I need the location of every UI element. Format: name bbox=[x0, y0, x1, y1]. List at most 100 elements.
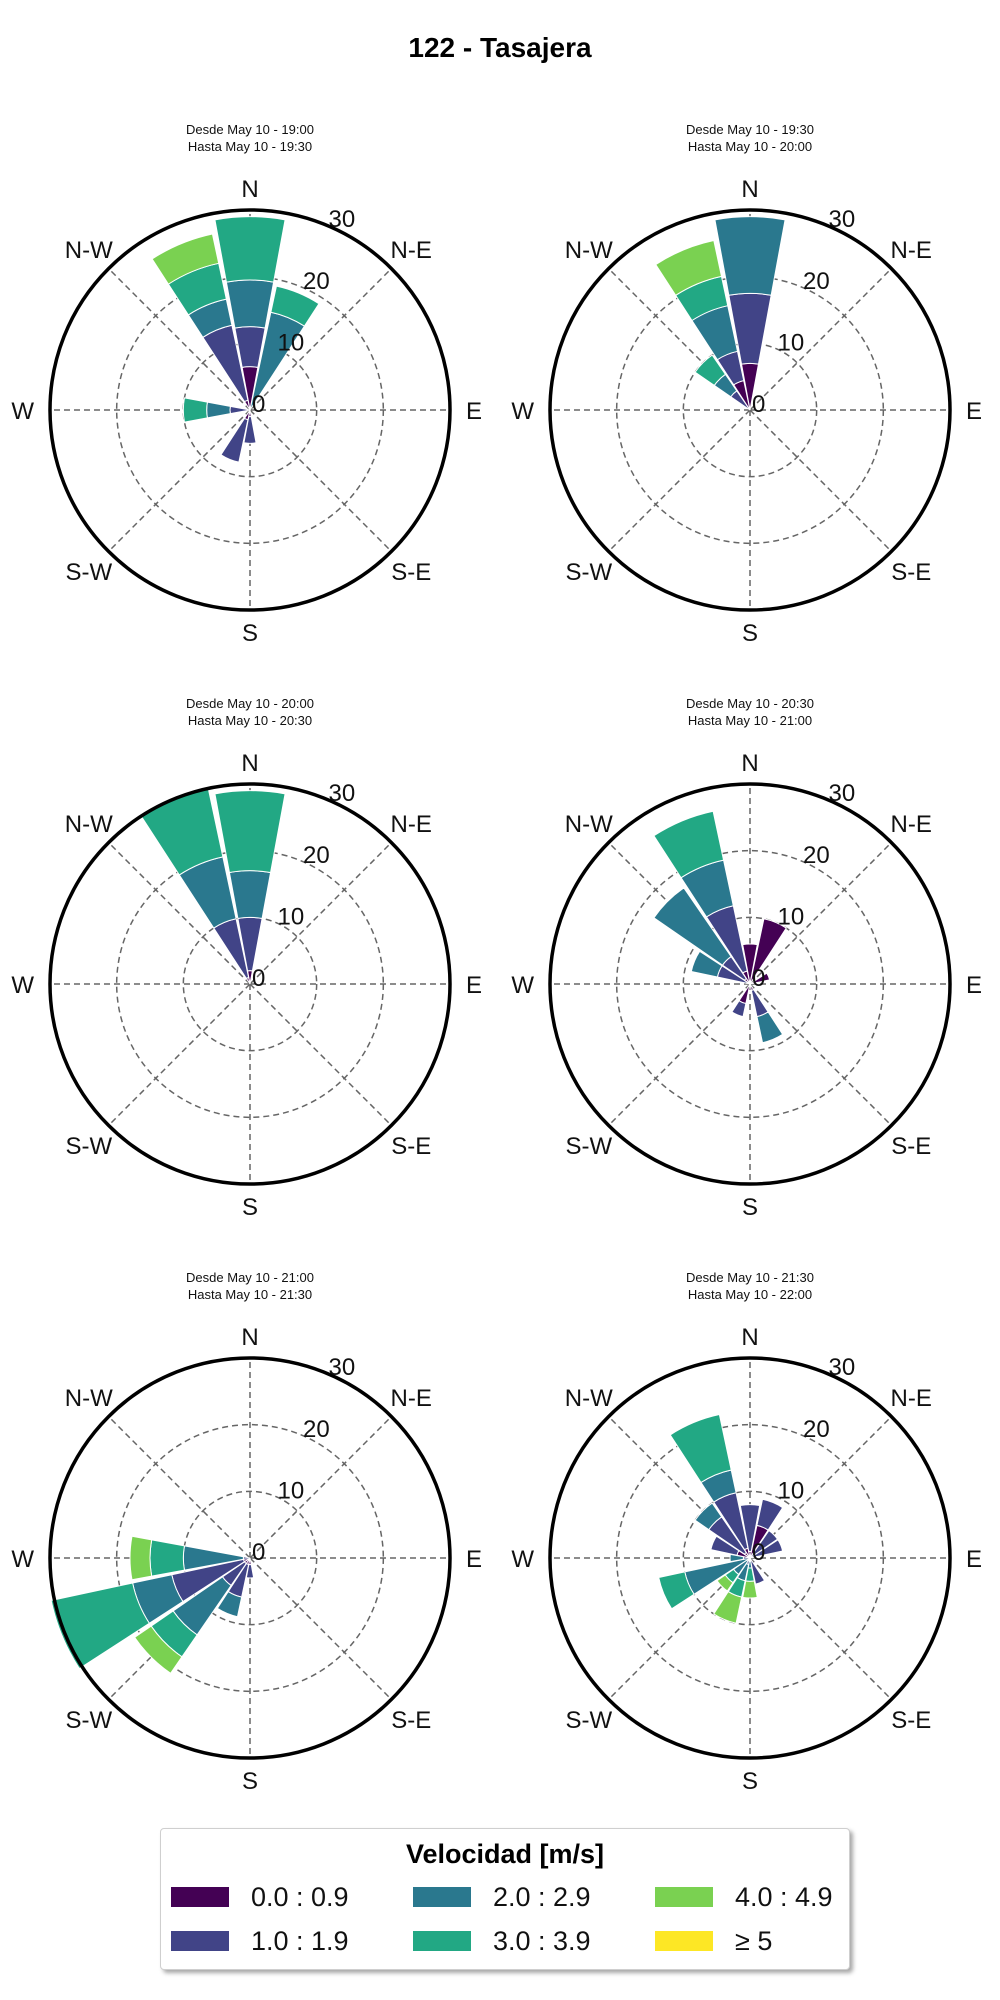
grid-spoke bbox=[608, 983, 751, 1126]
grid-spoke bbox=[108, 983, 251, 1126]
grid-spoke bbox=[249, 842, 392, 985]
wind-sector bbox=[228, 870, 272, 920]
direction-label: N-E bbox=[891, 1385, 932, 1412]
direction-label: E bbox=[966, 972, 982, 999]
wind-sector bbox=[669, 1413, 732, 1484]
windrose-plot: 0 10 20 30 N N-E E S-E S S-W W N-W bbox=[511, 176, 982, 647]
direction-label: E bbox=[966, 398, 982, 425]
direction-label: N-W bbox=[65, 1385, 113, 1412]
panel-subtitle: Hasta May 10 - 21:30 bbox=[187, 1287, 313, 1302]
wind-sector bbox=[739, 1504, 761, 1553]
windrose-panel: Desde May 10 - 21:30 Hasta May 10 - 22:00… bbox=[500, 1148, 1000, 1795]
wind-sector bbox=[742, 1580, 758, 1599]
grid-spoke bbox=[749, 409, 892, 552]
wind-sector bbox=[214, 216, 286, 283]
wind-sector bbox=[716, 1574, 734, 1592]
windrose-panel: Desde May 10 - 20:30 Hasta May 10 - 21:00… bbox=[500, 574, 1000, 1221]
direction-label: S-W bbox=[565, 559, 612, 586]
direction-label: S bbox=[742, 1768, 758, 1795]
wind-sector bbox=[182, 397, 208, 423]
direction-label: S-W bbox=[65, 1133, 112, 1160]
wind-sector bbox=[658, 1571, 695, 1610]
panel-subtitle: Desde May 10 - 19:30 bbox=[686, 122, 814, 137]
radial-tick-label: 0 bbox=[252, 391, 265, 418]
wind-sector bbox=[225, 279, 275, 329]
legend-label: 0.0 : 0.9 bbox=[251, 1881, 349, 1912]
legend-item: 2.0 : 2.9 bbox=[413, 1881, 591, 1913]
windrose-panel: Desde May 10 - 21:00 Hasta May 10 - 21:30… bbox=[0, 1148, 500, 1795]
direction-label: N-E bbox=[391, 811, 432, 838]
panel-subtitle: Hasta May 10 - 19:30 bbox=[187, 139, 313, 154]
direction-label: W bbox=[11, 972, 34, 999]
direction-label: N bbox=[241, 176, 258, 203]
legend-item: 1.0 : 1.9 bbox=[171, 1925, 349, 1957]
outer-ring bbox=[548, 208, 952, 612]
radial-tick-label: 0 bbox=[252, 1539, 265, 1566]
wind-sector bbox=[149, 1539, 186, 1577]
legend-swatch bbox=[413, 1887, 471, 1907]
wind-sector bbox=[714, 216, 786, 296]
wind-sector bbox=[713, 1590, 743, 1624]
legend: Velocidad [m/s] 0.0 : 0.9 1.0 : 1.9 2.0 : … bbox=[160, 1828, 850, 1970]
grid-spoke bbox=[749, 983, 892, 1126]
radial-tick-label: 20 bbox=[803, 842, 830, 869]
direction-label: N-E bbox=[891, 811, 932, 838]
grid-circle bbox=[682, 1490, 818, 1626]
outer-ring bbox=[48, 208, 452, 612]
direction-label: S bbox=[242, 1768, 258, 1795]
radial-tick-label: 0 bbox=[752, 1539, 765, 1566]
outer-ring bbox=[548, 782, 952, 1186]
outer-ring bbox=[48, 782, 452, 1186]
grid-spoke bbox=[108, 268, 251, 411]
direction-label: S bbox=[242, 1194, 258, 1221]
direction-label: N bbox=[241, 750, 258, 777]
panel-subtitle: Hasta May 10 - 20:00 bbox=[687, 139, 813, 154]
wind-sector bbox=[151, 233, 220, 285]
direction-label: W bbox=[11, 398, 34, 425]
direction-label: N bbox=[741, 1324, 758, 1351]
windrose-panel: Desde May 10 - 20:00 Hasta May 10 - 20:30… bbox=[0, 574, 500, 1221]
radial-tick-label: 10 bbox=[778, 1477, 805, 1504]
wind-sector bbox=[50, 1582, 150, 1670]
radial-tick-label: 10 bbox=[278, 329, 305, 356]
wind-sector bbox=[694, 354, 727, 387]
direction-label: S bbox=[242, 620, 258, 647]
grid-spoke bbox=[249, 983, 392, 1126]
grid-spoke bbox=[249, 1557, 392, 1700]
direction-label: S-E bbox=[891, 559, 931, 586]
outer-ring bbox=[48, 1356, 452, 1760]
wind-sector bbox=[270, 285, 320, 327]
direction-label: N-E bbox=[891, 237, 932, 264]
direction-label: N-W bbox=[565, 1385, 613, 1412]
panel-subtitle: Hasta May 10 - 21:00 bbox=[687, 713, 813, 728]
legend-title: Velocidad [m/s] bbox=[405, 1839, 605, 1869]
radial-tick-label: 0 bbox=[752, 965, 765, 992]
direction-label: E bbox=[466, 1546, 482, 1573]
legend-item: 3.0 : 3.9 bbox=[413, 1925, 591, 1957]
radial-tick-label: 0 bbox=[752, 391, 765, 418]
panel-subtitle: Desde May 10 - 20:00 bbox=[186, 696, 314, 711]
legend-label: 4.0 : 4.9 bbox=[735, 1881, 833, 1912]
radial-tick-label: 30 bbox=[329, 206, 356, 233]
wind-sector bbox=[653, 887, 732, 966]
windrose-plot: 0 10 20 30 N N-E E S-E S S-W W N-W bbox=[511, 1324, 982, 1795]
radial-tick-label: 30 bbox=[829, 1354, 856, 1381]
grid-spoke bbox=[749, 842, 892, 985]
grid-circle bbox=[182, 1490, 318, 1626]
wind-sector bbox=[216, 1590, 243, 1618]
panel-subtitle: Hasta May 10 - 20:30 bbox=[187, 713, 313, 728]
legend-swatch bbox=[171, 1887, 229, 1907]
panel-subtitle: Desde May 10 - 21:00 bbox=[186, 1270, 314, 1285]
direction-label: S-W bbox=[565, 1707, 612, 1734]
legend-item: 4.0 : 4.9 bbox=[655, 1881, 833, 1913]
direction-label: N-E bbox=[391, 1385, 432, 1412]
direction-label: S-W bbox=[65, 1707, 112, 1734]
legend-item: 0.0 : 0.9 bbox=[171, 1881, 349, 1913]
legend-swatch bbox=[413, 1931, 471, 1951]
radial-tick-label: 20 bbox=[303, 268, 330, 295]
radial-tick-label: 0 bbox=[252, 965, 265, 992]
grid-spoke bbox=[249, 409, 392, 552]
legend-label: 2.0 : 2.9 bbox=[493, 1881, 591, 1912]
grid-spoke bbox=[749, 1557, 892, 1700]
radial-tick-label: 20 bbox=[803, 268, 830, 295]
